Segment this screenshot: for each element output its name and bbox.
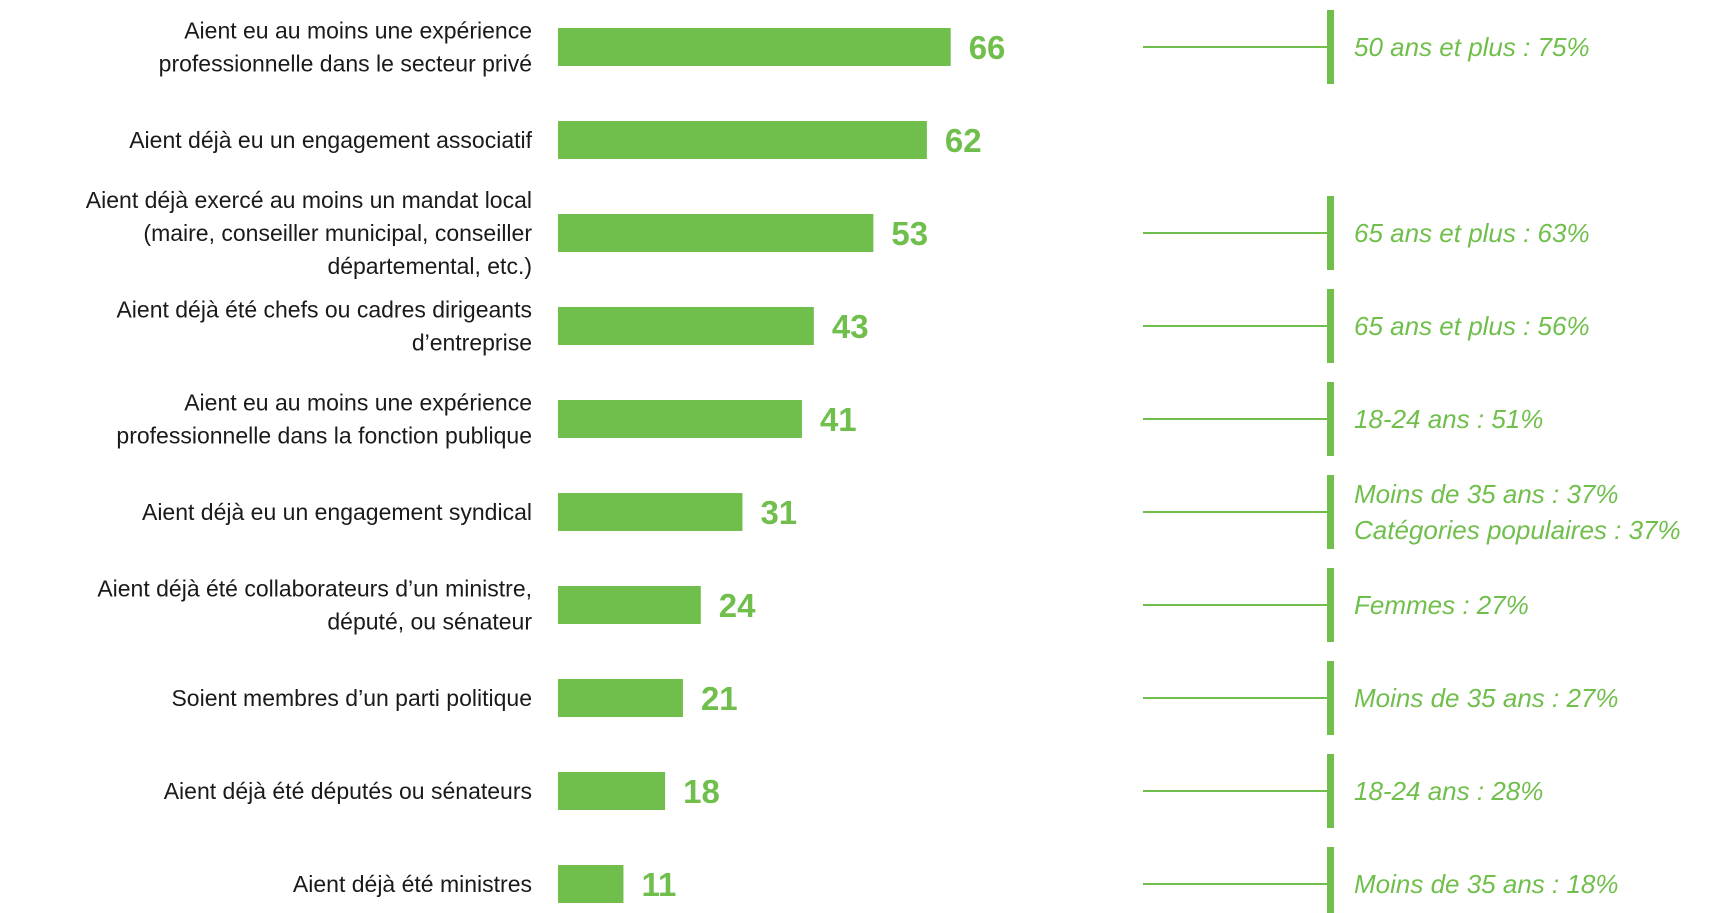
annotation-marker bbox=[1327, 661, 1334, 735]
bar-row: Aient déjà été collaborateurs d’un minis… bbox=[97, 568, 1529, 642]
bar-row: Aient déjà exercé au moins un mandat loc… bbox=[86, 187, 1590, 279]
annotation-marker bbox=[1327, 10, 1334, 84]
category-label: professionnelle dans le secteur privé bbox=[159, 51, 532, 77]
category-label: Soient membres d’un parti politique bbox=[171, 685, 532, 711]
annotation-marker bbox=[1327, 196, 1334, 270]
bar bbox=[558, 400, 802, 438]
annotation-label: 65 ans et plus : 63% bbox=[1354, 218, 1590, 248]
bar bbox=[558, 28, 951, 66]
value-label: 66 bbox=[969, 29, 1006, 66]
value-label: 21 bbox=[701, 680, 738, 717]
annotation-label: Femmes : 27% bbox=[1354, 590, 1529, 620]
bar bbox=[558, 214, 874, 252]
category-label: professionnelle dans la fonction publiqu… bbox=[116, 423, 532, 449]
bar-row: Aient déjà eu un engagement associatif 62 bbox=[129, 121, 982, 159]
bar-row: Soient membres d’un parti politique 21 Moi… bbox=[171, 661, 1619, 735]
bar-row: Aient déjà été députés ou sénateurs 18 18-… bbox=[164, 754, 1543, 828]
value-label: 53 bbox=[891, 215, 928, 252]
category-label: d’entreprise bbox=[412, 330, 532, 356]
bar bbox=[558, 493, 743, 531]
bar bbox=[558, 772, 666, 810]
annotation-marker bbox=[1327, 289, 1334, 363]
bar-row: Aient déjà été ministres 11 Moins de 35 an… bbox=[293, 847, 1619, 913]
value-label: 11 bbox=[641, 866, 676, 903]
value-label: 41 bbox=[820, 401, 857, 438]
category-label: départemental, etc.) bbox=[327, 253, 532, 279]
category-label: (maire, conseiller municipal, conseiller bbox=[143, 220, 532, 246]
category-label: Aient déjà été ministres bbox=[293, 871, 532, 897]
bar bbox=[558, 307, 814, 345]
category-label: Aient déjà eu un engagement associatif bbox=[129, 127, 532, 153]
category-label: Aient déjà exercé au moins un mandat loc… bbox=[86, 187, 532, 213]
value-label: 18 bbox=[683, 773, 720, 810]
value-label: 24 bbox=[719, 587, 756, 624]
bar-row: Aient déjà eu un engagement syndical 31 Mo… bbox=[142, 475, 1681, 549]
category-label: Aient déjà été chefs ou cadres dirigeant… bbox=[116, 297, 532, 323]
bar-row: Aient déjà été chefs ou cadres dirigeant… bbox=[116, 289, 1590, 363]
category-label: député, ou sénateur bbox=[327, 609, 532, 635]
annotation-label: Moins de 35 ans : 18% bbox=[1354, 869, 1619, 899]
annotation-label: 65 ans et plus : 56% bbox=[1354, 311, 1590, 341]
value-label: 62 bbox=[945, 122, 982, 159]
bar bbox=[558, 121, 927, 159]
annotation-marker bbox=[1327, 847, 1334, 913]
annotation-label: 18-24 ans : 51% bbox=[1354, 404, 1543, 434]
bar-row: Aient eu au moins une expérience professi… bbox=[159, 10, 1590, 84]
category-label: Aient déjà été collaborateurs d’un minis… bbox=[97, 576, 532, 602]
annotation-marker bbox=[1327, 754, 1334, 828]
bar bbox=[558, 865, 624, 903]
bar bbox=[558, 679, 683, 717]
annotation-label: Catégories populaires : 37% bbox=[1354, 515, 1681, 545]
value-label: 43 bbox=[832, 308, 869, 345]
value-label: 31 bbox=[760, 494, 797, 531]
annotation-label: Moins de 35 ans : 37% bbox=[1354, 479, 1619, 509]
category-label: Aient eu au moins une expérience bbox=[184, 18, 532, 44]
annotation-label: 50 ans et plus : 75% bbox=[1354, 32, 1590, 62]
category-label: Aient déjà eu un engagement syndical bbox=[142, 499, 532, 525]
annotation-marker bbox=[1327, 568, 1334, 642]
bar-row: Aient eu au moins une expérience professi… bbox=[116, 382, 1543, 456]
annotation-label: 18-24 ans : 28% bbox=[1354, 776, 1543, 806]
annotation-marker bbox=[1327, 475, 1334, 549]
annotation-marker bbox=[1327, 382, 1334, 456]
bar bbox=[558, 586, 701, 624]
category-label: Aient déjà été députés ou sénateurs bbox=[164, 778, 532, 804]
category-label: Aient eu au moins une expérience bbox=[184, 390, 532, 416]
annotation-label: Moins de 35 ans : 27% bbox=[1354, 683, 1619, 713]
